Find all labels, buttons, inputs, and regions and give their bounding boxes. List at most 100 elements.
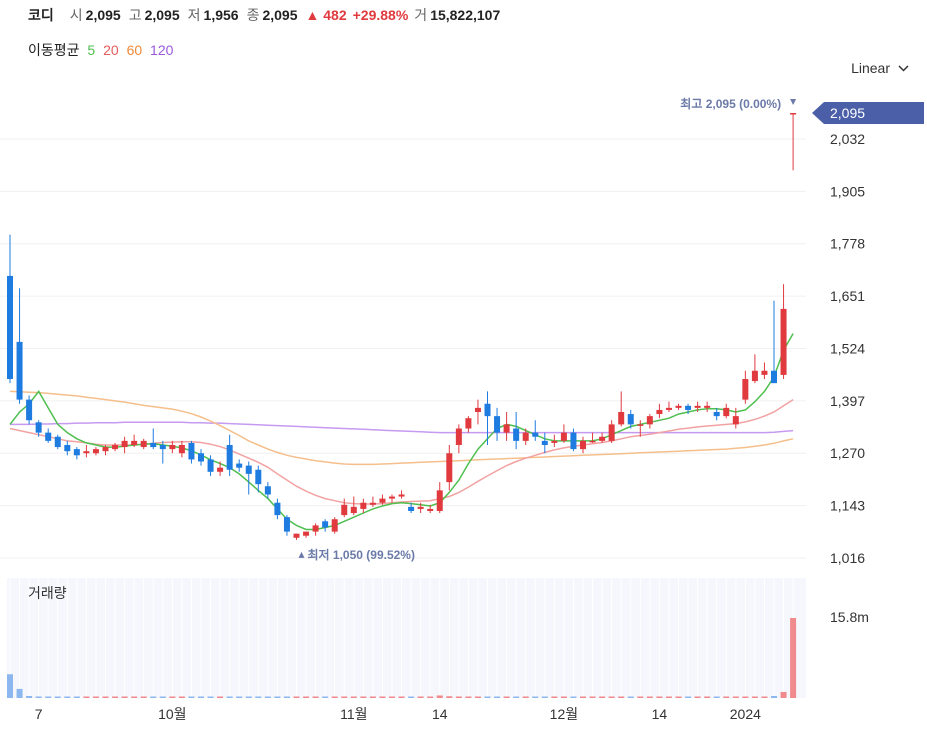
candle-body (646, 416, 653, 425)
y-tick-label: 1,778 (830, 236, 865, 252)
x-tick-label: 7 (35, 706, 43, 722)
volume-bar (465, 696, 472, 698)
y-tick-label: 1,524 (830, 340, 865, 356)
volume-bar (350, 696, 357, 698)
candle-body (293, 533, 300, 538)
x-tick-label: 12월 (550, 706, 578, 722)
volume-bar (16, 688, 23, 698)
candle-body (417, 506, 424, 509)
candle-body (312, 525, 319, 532)
volume-bar (64, 696, 71, 698)
x-tick-label: 14 (432, 706, 448, 722)
candle-body (92, 449, 99, 454)
candle-body (64, 444, 71, 452)
volume-bar (665, 696, 672, 698)
volume-bar (102, 696, 109, 698)
volume-bar (771, 695, 777, 698)
volume-bar (408, 696, 415, 698)
candle-body (637, 424, 644, 426)
volume-bar (761, 696, 768, 698)
candle-body (665, 407, 672, 410)
high-label: 고 (128, 7, 142, 23)
candle-body (198, 453, 204, 462)
scale-dropdown[interactable]: Linear (851, 60, 909, 76)
volume-bar (560, 696, 567, 698)
candle-body (627, 414, 634, 425)
candle-body (580, 440, 586, 450)
volume-bar (131, 696, 138, 698)
candle-body (140, 440, 147, 448)
volume-bar (379, 696, 386, 698)
volume-bar (159, 696, 166, 698)
candle-body (379, 498, 386, 503)
volume-bar (360, 696, 367, 698)
min-marker-icon (298, 551, 305, 558)
volume-bar (599, 696, 606, 698)
candle-body (178, 444, 185, 454)
candle-body (589, 440, 596, 443)
high-value: 2,095 (144, 7, 180, 23)
volume-bar (140, 696, 147, 698)
change-percent: +29.88% (352, 7, 409, 23)
volume-bar (7, 674, 13, 698)
candle-body (322, 521, 329, 528)
candle-body (503, 424, 510, 433)
candle-body (121, 440, 128, 448)
volume-bar (751, 696, 758, 698)
moving-average-legend[interactable]: 이동평균 5 20 60 120 (28, 40, 177, 60)
volume-bar (198, 696, 204, 698)
volume-bar (226, 696, 233, 698)
volume-bar (73, 696, 80, 698)
candle-body (226, 444, 233, 470)
volume-bar (455, 696, 462, 698)
candle-body (532, 432, 539, 437)
volume-bar (45, 696, 52, 698)
volume-bar (369, 696, 376, 698)
volume-bar (436, 695, 443, 698)
candle-body (83, 451, 90, 454)
ma-5-line (9, 333, 794, 531)
candle-body (771, 370, 777, 384)
y-tick-label: 2,032 (830, 131, 865, 147)
volume-bar (264, 696, 271, 698)
candle-body (207, 459, 214, 472)
candle-body (112, 444, 119, 450)
low-value: 1,956 (203, 7, 239, 23)
volume-label: 거 (414, 7, 428, 23)
candle-body (560, 432, 567, 441)
volume-bar (92, 696, 99, 698)
volume-bar (685, 696, 692, 698)
candle-body (455, 428, 462, 445)
min-annotation: 최저 1,050 (99.52%) (308, 547, 415, 562)
candle-body (54, 436, 61, 448)
volume-bar (236, 696, 243, 698)
volume-bar (303, 696, 310, 698)
volume-bar (656, 696, 663, 698)
volume-bar (541, 696, 548, 698)
volume-bar (26, 695, 33, 698)
max-annotation: 최고 2,095 (0.00%) (680, 96, 781, 111)
volume-bar (627, 696, 634, 698)
candle-body (236, 463, 243, 468)
open-value: 2,095 (85, 7, 121, 23)
volume-bar (54, 696, 61, 698)
candle-body (427, 508, 434, 511)
volume-bar (169, 696, 176, 698)
volume-bar (389, 696, 395, 698)
candle-body (513, 428, 520, 441)
volume-bar (790, 618, 797, 698)
open-label: 시 (69, 7, 83, 23)
volume-bar (503, 696, 510, 698)
volume-bar (178, 696, 185, 698)
candle-body (369, 502, 376, 505)
volume-bar (217, 696, 224, 698)
candle-body (608, 424, 615, 441)
y-tick-label: 1,143 (830, 498, 865, 514)
close-label: 종 (246, 7, 260, 23)
x-tick-label: 2024 (730, 706, 761, 722)
ma-120-label: 120 (150, 42, 174, 58)
volume-bar (427, 696, 434, 698)
candle-body (73, 449, 80, 456)
candle-body (389, 496, 395, 499)
